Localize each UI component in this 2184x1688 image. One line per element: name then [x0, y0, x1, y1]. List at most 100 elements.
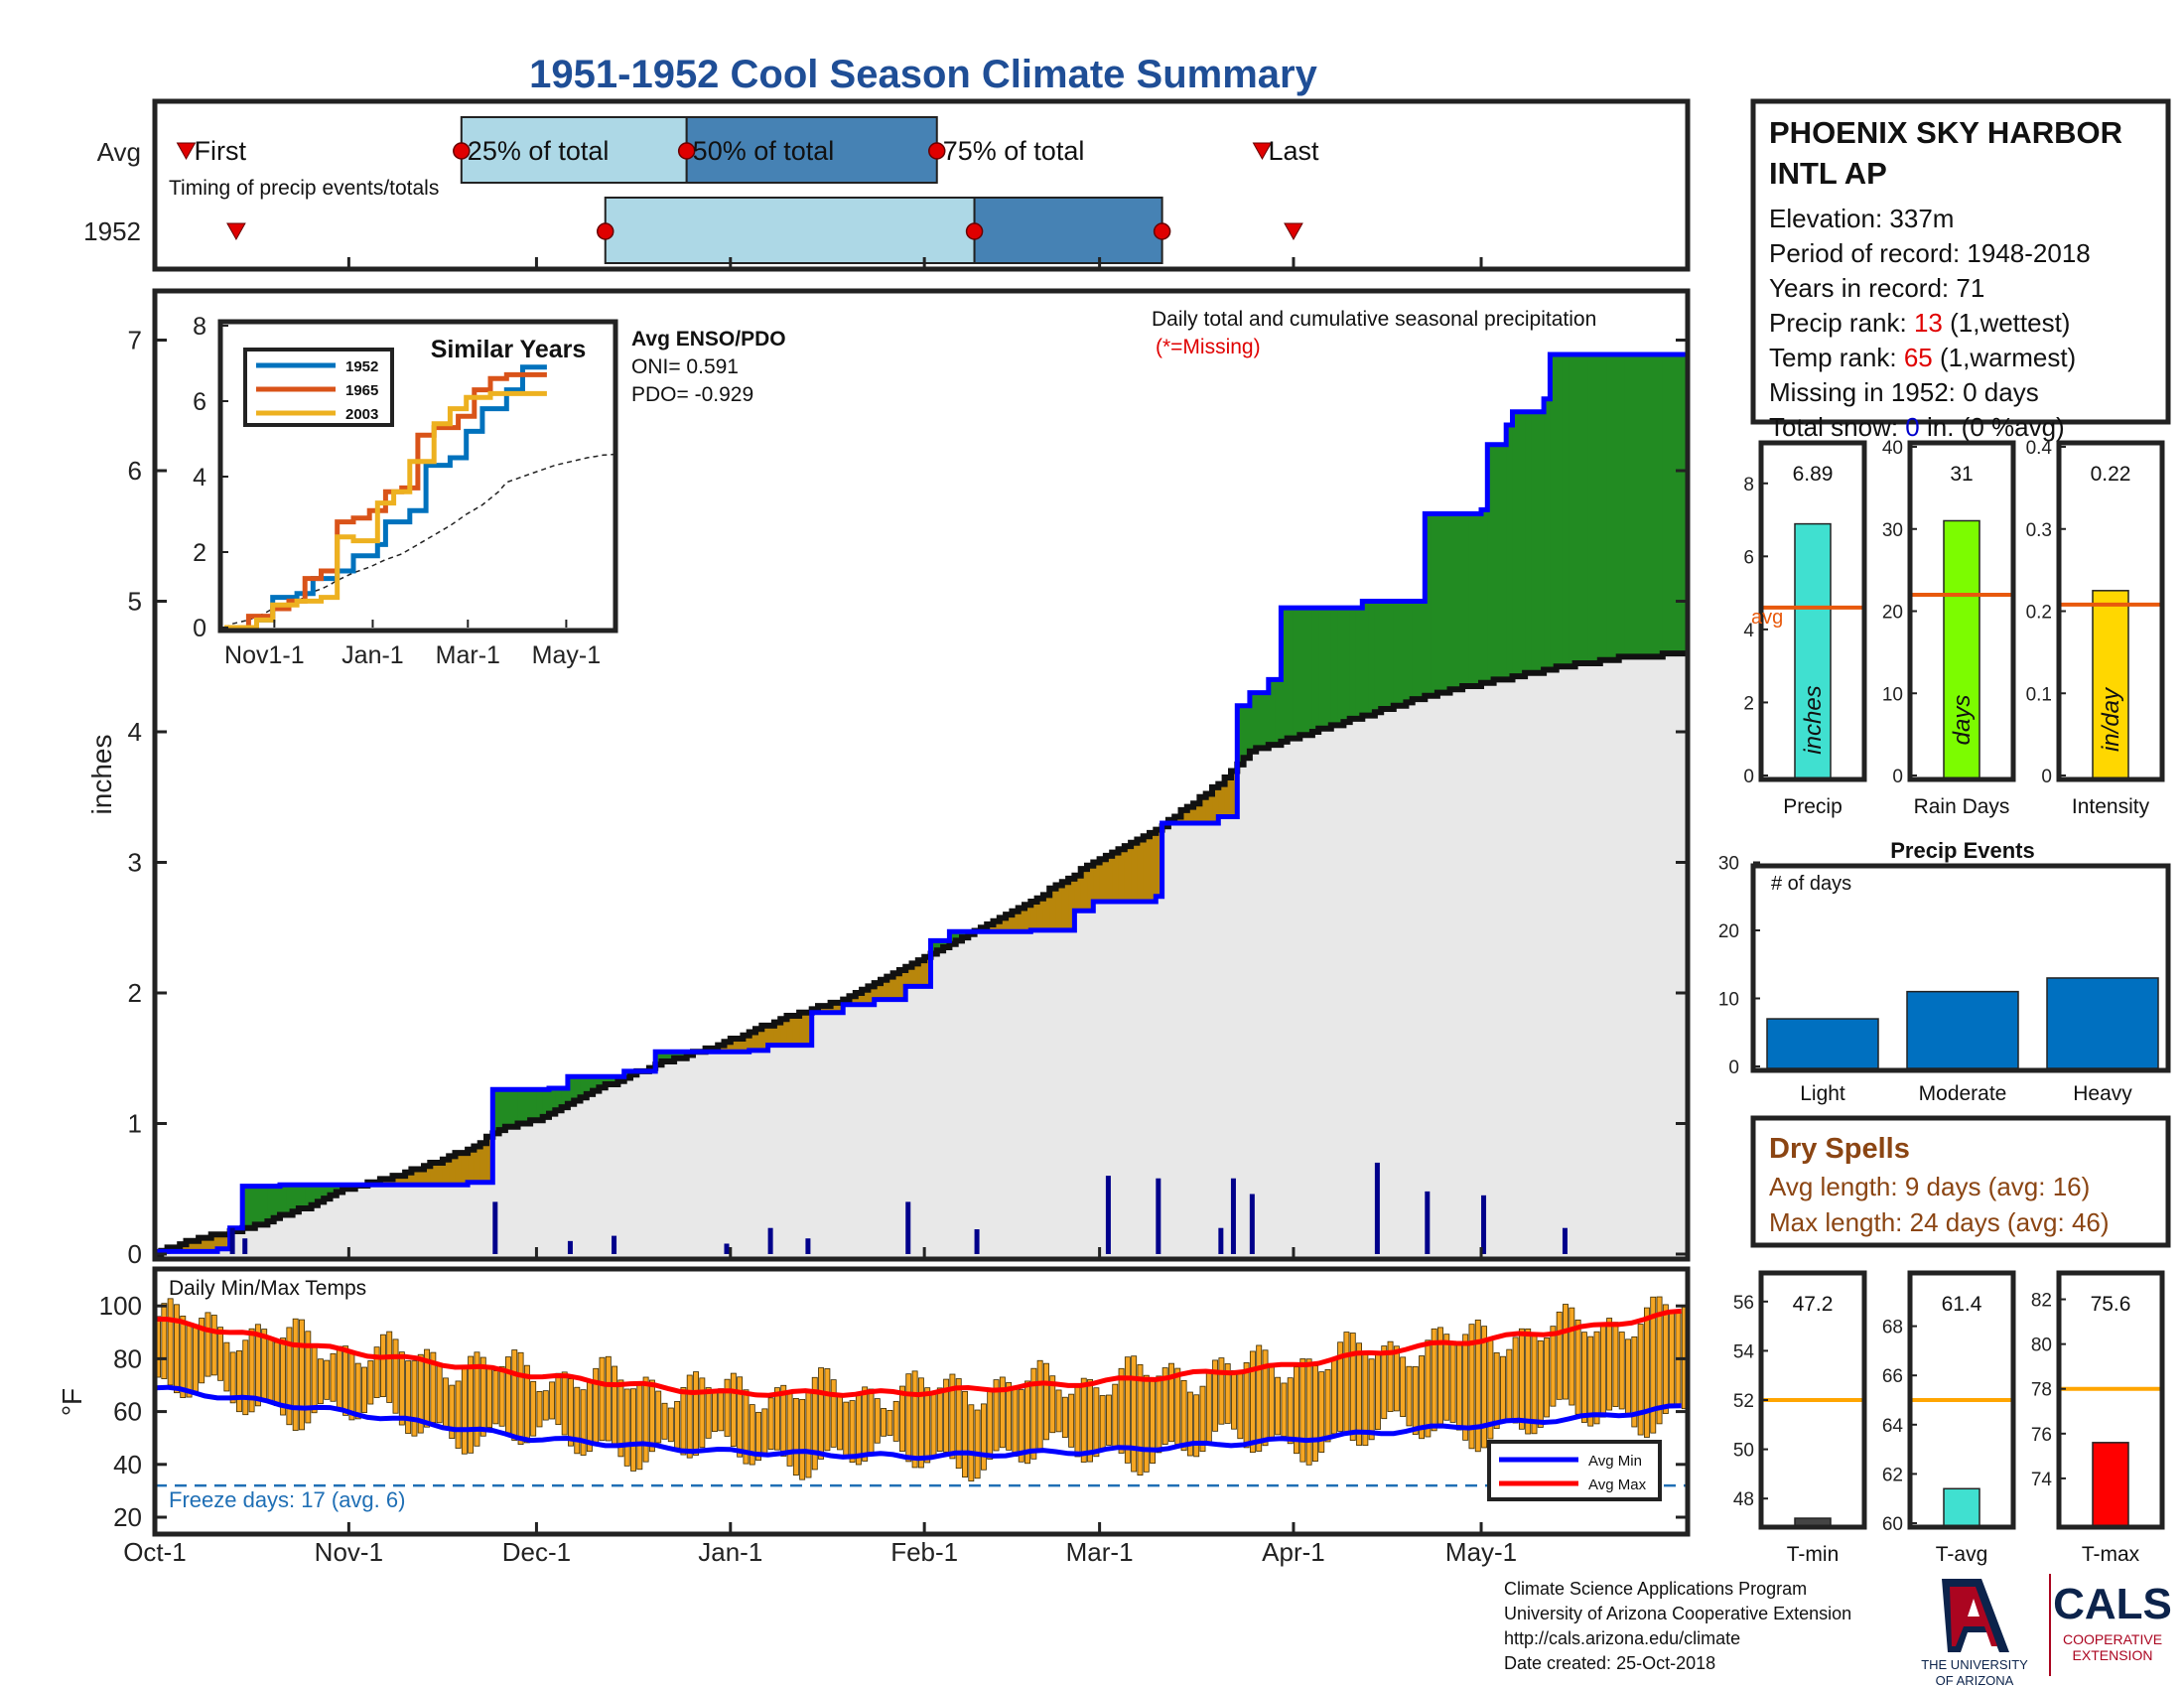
accumulation-fill: [737, 1052, 744, 1259]
daily-temp-bar: [987, 1390, 994, 1460]
accumulation-fill: [442, 1185, 450, 1259]
daily-temp-bar: [1556, 1311, 1563, 1400]
accumulation-fill: [180, 1251, 188, 1259]
daily-temp-bar: [1106, 1394, 1112, 1446]
below-avg-fill: [730, 1039, 738, 1053]
accumulation-fill: [1355, 718, 1363, 1259]
daily-temp-bar: [1462, 1334, 1469, 1441]
accumulation-fill: [655, 1064, 663, 1259]
below-avg-fill: [486, 1136, 493, 1183]
avg-reference-label: avg: [1751, 607, 1783, 629]
bar-unit-label: in/day: [2098, 686, 2124, 752]
accumulation-fill: [868, 1004, 876, 1259]
above-avg-fill: [1449, 513, 1457, 690]
above-avg-fill: [542, 1089, 550, 1117]
daily-temp-bar: [605, 1355, 612, 1442]
daily-temp-bar: [974, 1409, 981, 1479]
accumulation-fill: [1218, 816, 1226, 1259]
below-avg-fill: [1055, 885, 1063, 930]
station-name-line1: PHOENIX SKY HARBOR: [1769, 115, 2122, 150]
accumulation-fill: [248, 1227, 256, 1259]
accumulation-fill: [1024, 931, 1031, 1259]
dry-spells-max: Max length: 24 days (avg: 46): [1769, 1207, 2110, 1237]
accumulation-fill: [1681, 653, 1688, 1259]
daily-temp-bar: [317, 1358, 324, 1405]
daily-temp-bar: [342, 1345, 349, 1416]
above-avg-fill: [1481, 509, 1488, 683]
bar-y-tick-label: 62: [1882, 1465, 1903, 1485]
accumulation-fill: [1180, 823, 1188, 1259]
timing-panel: Avg 1952 Timing of precip events/totals …: [83, 98, 1691, 272]
accumulation-fill: [235, 1230, 243, 1259]
daily-temp-bar: [1512, 1336, 1519, 1424]
accumulation-fill: [612, 1084, 618, 1259]
below-avg-fill: [799, 1012, 807, 1046]
accumulation-fill: [1419, 699, 1426, 1259]
daily-temp-bar: [1268, 1362, 1275, 1440]
below-avg-fill: [924, 956, 932, 987]
accumulation-fill: [199, 1251, 206, 1259]
above-avg-fill: [1468, 513, 1476, 686]
daily-temp-bar: [862, 1386, 869, 1462]
bar-y-tick-label: 0: [2041, 767, 2052, 787]
daily-temp-bar: [617, 1379, 624, 1458]
accumulation-fill: [561, 1107, 569, 1259]
bar-y-tick-label: 50: [1733, 1441, 1754, 1462]
daily-temp-bar: [1343, 1332, 1350, 1435]
daily-temp-bar: [392, 1338, 399, 1414]
daily-precip-bar: [1481, 1195, 1487, 1254]
above-avg-fill: [555, 1087, 563, 1111]
accumulation-fill: [461, 1185, 469, 1259]
accumulation-fill: [754, 1050, 762, 1259]
daily-temp-bar: [1449, 1340, 1456, 1423]
accumulation-fill: [1599, 659, 1607, 1259]
accumulation-fill: [1393, 705, 1401, 1259]
accumulation-fill: [474, 1182, 481, 1259]
accumulation-fill: [542, 1116, 550, 1259]
bar-y-tick-label: 0.3: [2026, 520, 2052, 541]
below-avg-fill: [1042, 895, 1050, 930]
accumulation-fill: [1406, 702, 1414, 1259]
above-avg-fill: [311, 1185, 319, 1205]
below-avg-fill: [455, 1153, 463, 1186]
station-precip-rank: Precip rank: 13 (1,wettest): [1769, 308, 2070, 338]
accumulation-fill: [486, 1182, 493, 1259]
accumulation-fill: [1262, 748, 1270, 1259]
timing-box-50-75: [685, 116, 938, 184]
below-avg-fill: [479, 1143, 487, 1183]
daily-temp-bar: [280, 1337, 287, 1416]
daily-temp-bar: [905, 1373, 912, 1463]
daily-temp-bar: [523, 1364, 530, 1444]
below-avg-fill: [398, 1176, 406, 1186]
above-avg-fill: [1599, 353, 1607, 660]
daily-temp-bar: [286, 1327, 293, 1426]
below-avg-fill: [724, 1042, 732, 1053]
below-avg-fill: [911, 963, 919, 987]
daily-temp-bar: [405, 1360, 412, 1434]
daily-temp-bar: [661, 1402, 668, 1440]
above-avg-fill: [1262, 692, 1270, 749]
accumulation-fill: [1074, 911, 1082, 1259]
y-tick-label: 6: [128, 456, 142, 486]
accumulation-fill: [1167, 823, 1175, 1259]
bar-tavg: [1943, 1487, 1980, 1528]
above-avg-fill: [530, 1089, 538, 1121]
below-avg-fill: [1006, 914, 1013, 932]
daily-temp-bar: [730, 1372, 737, 1448]
below-avg-fill: [1012, 911, 1020, 932]
inset-y-tick-label: 0: [193, 615, 206, 642]
daily-temp-bar: [612, 1365, 618, 1448]
daily-temp-bar: [455, 1380, 462, 1449]
above-avg-fill: [1355, 608, 1363, 719]
accumulation-fill: [623, 1077, 631, 1259]
daily-temp-bar: [1275, 1376, 1282, 1436]
below-avg-fill: [1131, 842, 1139, 902]
above-avg-fill: [1406, 601, 1414, 703]
daily-temp-bar: [292, 1318, 299, 1431]
daily-temp-bar: [1400, 1356, 1407, 1418]
accumulation-fill: [455, 1185, 463, 1259]
first-event-marker-icon: [226, 222, 246, 241]
accumulation-fill: [1499, 679, 1507, 1259]
station-total-snow: Total snow: 0 in. (0 %avg): [1769, 412, 2065, 442]
event-y-tick-label: 10: [1718, 990, 1739, 1011]
